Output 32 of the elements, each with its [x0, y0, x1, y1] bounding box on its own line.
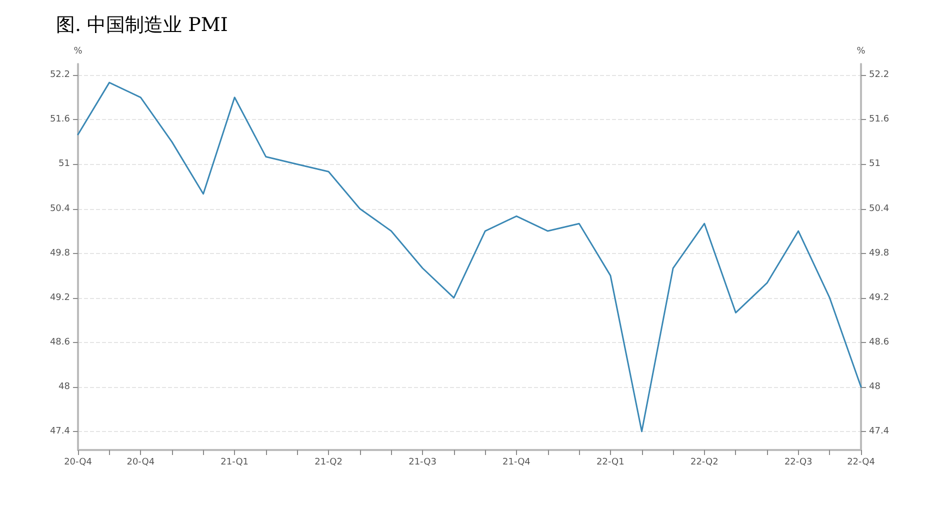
- y-tick-label: 47.4: [50, 426, 70, 436]
- x-tick-label: 20-Q4: [126, 458, 155, 468]
- y2-tick-label: 50.4: [869, 204, 890, 214]
- y-tick-label: 51.6: [50, 114, 70, 125]
- line-series: [77, 82, 862, 432]
- y-tick-label: 48: [58, 382, 70, 392]
- x-tick-label: 22-Q4: [847, 458, 876, 468]
- chart-title: 图. 中国制造业 PMI: [56, 13, 228, 38]
- x-tick-label: 22-Q1: [596, 458, 624, 468]
- y2-axis-title: %: [856, 46, 866, 56]
- x-tick-label: 22-Q3: [784, 458, 812, 468]
- y-tick-label: 48.6: [50, 337, 70, 348]
- y2-tick-label: 48: [869, 382, 881, 392]
- y-axis-title: %: [74, 46, 83, 56]
- y-tick-label: 52.2: [50, 70, 70, 80]
- x-tick-label: 21-Q3: [408, 458, 436, 468]
- y2-tick-label: 48.6: [869, 337, 890, 348]
- y-tick-label: 51: [58, 159, 70, 170]
- y2-tick-label: 49.2: [869, 292, 890, 303]
- x-tick-label: 21-Q2: [314, 458, 342, 468]
- x-tick-label: 21-Q4: [502, 458, 531, 468]
- y2-tick-label: 51.6: [869, 114, 890, 125]
- y2-tick-label: 49.8: [869, 248, 890, 258]
- x-tick-label: 20-Q4: [64, 458, 92, 468]
- y2-tick-label: 51: [869, 159, 880, 170]
- y-tick-label: 49.8: [50, 248, 70, 258]
- y2-tick-label: 47.4: [869, 426, 890, 436]
- x-tick-label: 21-Q1: [220, 458, 249, 468]
- y-tick-label: 49.2: [50, 292, 70, 303]
- y2-tick-label: 52.2: [869, 70, 890, 80]
- y-tick-label: 50.4: [50, 204, 70, 214]
- x-tick-label: 22-Q2: [690, 458, 718, 468]
